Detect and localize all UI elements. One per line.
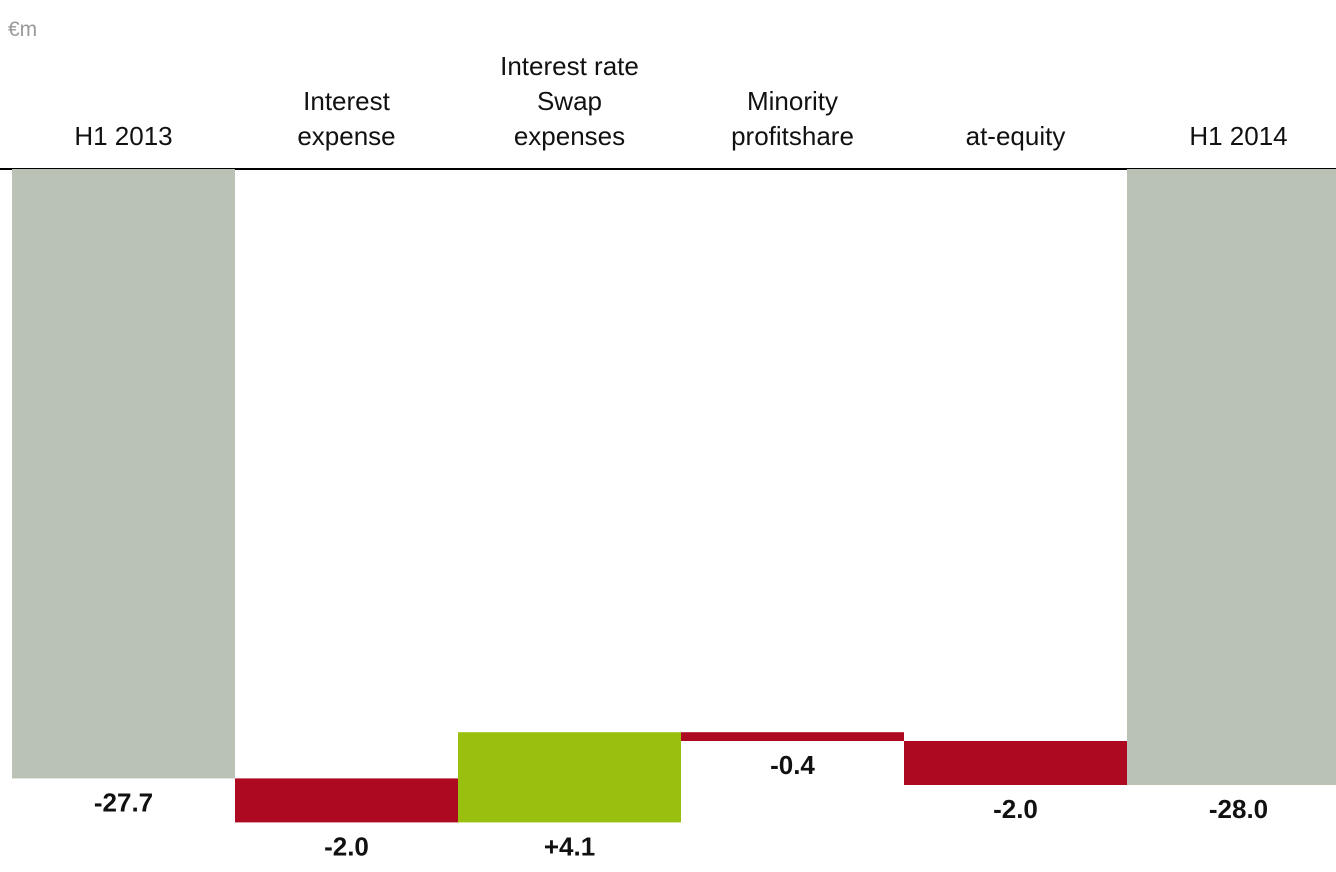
category-label-line: H1 2014 — [1189, 121, 1287, 151]
category-label-1: Interest expense — [297, 86, 395, 151]
category-label-line: Swap — [537, 86, 602, 116]
bar-decrease-1 — [235, 778, 458, 823]
value-label-1: -2.0 — [324, 831, 369, 861]
bar-total-5 — [1127, 169, 1336, 785]
category-label-line: Interest — [303, 86, 390, 116]
value-label-0: -27.7 — [94, 787, 153, 817]
category-label-line: at-equity — [966, 121, 1066, 151]
bar-decrease-3 — [681, 732, 904, 741]
value-label-2: +4.1 — [544, 831, 595, 861]
category-label-line: expense — [297, 121, 395, 151]
category-label-2: Interest rate Swap expenses — [500, 51, 639, 151]
category-label-line: H1 2013 — [74, 121, 172, 151]
category-label-4: at-equity — [966, 121, 1066, 151]
bar-total-0 — [12, 169, 235, 779]
category-labels: H1 2013 Interest expense Interest rate Swap e… — [74, 51, 1287, 151]
category-label-line: Interest rate — [500, 51, 639, 81]
bar-decrease-4 — [904, 741, 1127, 785]
category-label-5: H1 2014 — [1189, 121, 1287, 151]
category-label-line: Minority — [747, 86, 838, 116]
bar-increase-2 — [458, 732, 681, 823]
bars — [12, 169, 1336, 823]
value-label-4: -2.0 — [993, 794, 1038, 824]
unit-label: €m — [8, 18, 37, 41]
category-label-line: expenses — [514, 121, 625, 151]
category-label-3: Minority profitshare — [731, 86, 854, 151]
value-label-3: -0.4 — [770, 750, 815, 780]
category-label-line: profitshare — [731, 121, 854, 151]
category-label-0: H1 2013 — [74, 121, 172, 151]
value-labels: -27.7 -2.0 +4.1 -0.4 -2.0 -28.0 — [94, 750, 1268, 861]
value-label-5: -28.0 — [1209, 794, 1268, 824]
